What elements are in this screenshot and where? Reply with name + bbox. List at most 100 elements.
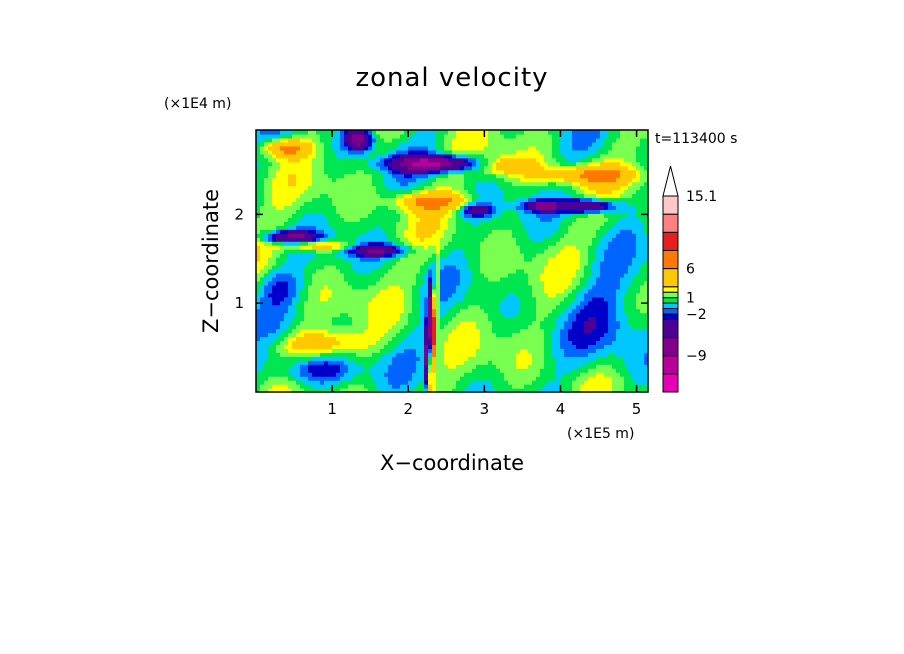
- field-cell: [324, 344, 329, 349]
- field-cell: [512, 332, 517, 338]
- field-cell: [564, 229, 569, 234]
- field-cell: [504, 296, 509, 302]
- field-cell: [344, 241, 349, 246]
- field-cell: [372, 324, 377, 330]
- field-cell: [396, 261, 401, 266]
- field-cell: [624, 264, 629, 270]
- field-cell: [536, 272, 541, 278]
- field-cell: [544, 213, 549, 218]
- field-cell: [644, 253, 648, 258]
- field-cell: [480, 336, 485, 341]
- field-cell: [372, 388, 377, 392]
- field-cell: [332, 344, 337, 349]
- field-cell: [292, 296, 297, 302]
- field-cell: [464, 324, 469, 330]
- field-cell: [576, 384, 581, 389]
- field-cell: [608, 213, 613, 218]
- field-cell: [388, 364, 393, 369]
- field-cell: [424, 300, 429, 306]
- field-cell: [392, 217, 397, 222]
- field-cell: [544, 257, 549, 262]
- field-cell: [388, 320, 393, 326]
- field-cell: [388, 197, 393, 203]
- field-cell: [296, 296, 301, 302]
- field-cell: [480, 272, 485, 278]
- field-cell: [392, 300, 397, 306]
- field-cell: [420, 348, 425, 353]
- field-cell: [300, 312, 305, 318]
- field-cell: [624, 284, 629, 290]
- field-cell: [396, 328, 401, 334]
- field-cell: [524, 284, 529, 290]
- field-cell: [476, 201, 481, 207]
- field-cell: [368, 221, 373, 226]
- field-cell: [332, 352, 337, 357]
- field-cell: [480, 384, 485, 389]
- field-cell: [284, 368, 289, 373]
- field-cell: [484, 344, 489, 349]
- field-cell: [444, 320, 449, 326]
- field-cell: [368, 296, 373, 302]
- field-cell: [596, 276, 601, 282]
- field-cell: [588, 253, 593, 258]
- field-cell: [380, 272, 385, 278]
- field-cell: [640, 249, 645, 254]
- field-cell: [588, 324, 593, 330]
- field-cell: [480, 352, 485, 357]
- field-cell: [584, 225, 589, 230]
- field-cell: [524, 320, 529, 326]
- field-cell: [352, 209, 357, 214]
- field-cell: [644, 288, 648, 294]
- field-cell: [476, 332, 481, 338]
- field-cell: [364, 193, 369, 199]
- field-cell: [272, 316, 277, 322]
- field-cell: [580, 197, 585, 203]
- field-cell: [536, 336, 541, 341]
- field-cell: [576, 237, 581, 242]
- field-cell: [500, 264, 505, 270]
- field-cell: [268, 320, 273, 326]
- field-cell: [532, 225, 537, 230]
- field-cell: [380, 304, 385, 310]
- field-cell: [428, 292, 433, 298]
- field-cell: [364, 264, 369, 270]
- field-cell: [564, 328, 569, 334]
- field-cell: [360, 264, 365, 270]
- field-cell: [272, 344, 277, 349]
- field-cell: [304, 284, 309, 290]
- field-cell: [508, 284, 513, 290]
- field-cell: [600, 360, 605, 365]
- field-cell: [448, 344, 453, 349]
- field-cell: [424, 253, 429, 258]
- field-cell: [488, 213, 493, 218]
- field-cell: [368, 276, 373, 282]
- field-cell: [408, 336, 413, 341]
- field-cell: [592, 352, 597, 357]
- field-cell: [532, 384, 537, 389]
- field-cell: [588, 261, 593, 266]
- field-cell: [380, 312, 385, 318]
- field-cell: [528, 253, 533, 258]
- field-cell: [432, 261, 437, 266]
- field-cell: [508, 364, 513, 369]
- field-cell: [584, 376, 589, 381]
- field-cell: [356, 253, 361, 258]
- field-cell: [296, 268, 301, 274]
- field-cell: [400, 292, 405, 298]
- field-cell: [316, 268, 321, 274]
- field-cell: [496, 225, 501, 230]
- field-cell: [548, 284, 553, 290]
- field-cell: [576, 257, 581, 262]
- field-cell: [596, 268, 601, 274]
- field-cell: [448, 384, 453, 389]
- field-cell: [552, 324, 557, 330]
- field-cell: [328, 344, 333, 349]
- field-cell: [300, 304, 305, 310]
- field-cell: [476, 253, 481, 258]
- field-cell: [592, 197, 597, 203]
- field-cell: [612, 288, 617, 294]
- field-cell: [308, 201, 313, 207]
- field-cell: [324, 288, 329, 294]
- field-cell: [412, 261, 417, 266]
- field-cell: [400, 316, 405, 322]
